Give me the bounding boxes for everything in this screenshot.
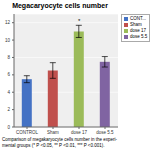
svg-text:Sham: Sham bbox=[47, 130, 59, 135]
html-text:dose 17: dose 17 bbox=[130, 28, 146, 33]
svg-text:0: 0 bbox=[8, 125, 10, 130]
svg-text:4: 4 bbox=[8, 90, 10, 95]
svg-text:8: 8 bbox=[8, 55, 10, 60]
svg-text:12: 12 bbox=[8, 20, 10, 25]
svg-text:10: 10 bbox=[8, 38, 10, 43]
html-text:CONT...: CONT... bbox=[130, 16, 146, 21]
html-text:Megacaryocyte cells number: Megacaryocyte cells number bbox=[12, 2, 108, 9]
html-text:Comparison of megakaryocyte ce: Comparison of megakaryocyte cells number… bbox=[2, 137, 118, 142]
svg-text:2: 2 bbox=[8, 107, 10, 112]
html-text:mental groups (* P <0.05, ** P: mental groups (* P <0.05, ** P <0.01, **… bbox=[2, 142, 105, 148]
html-text:Sham: Sham bbox=[130, 22, 142, 27]
svg-text:CONTROL: CONTROL bbox=[16, 130, 38, 135]
svg-text:dose 5.5: dose 5.5 bbox=[96, 130, 114, 135]
svg-text:dose 17: dose 17 bbox=[71, 130, 88, 135]
html-text:dose 5.5: dose 5.5 bbox=[130, 34, 148, 39]
svg-text:6: 6 bbox=[8, 72, 10, 77]
svg-text:*: * bbox=[78, 18, 81, 24]
